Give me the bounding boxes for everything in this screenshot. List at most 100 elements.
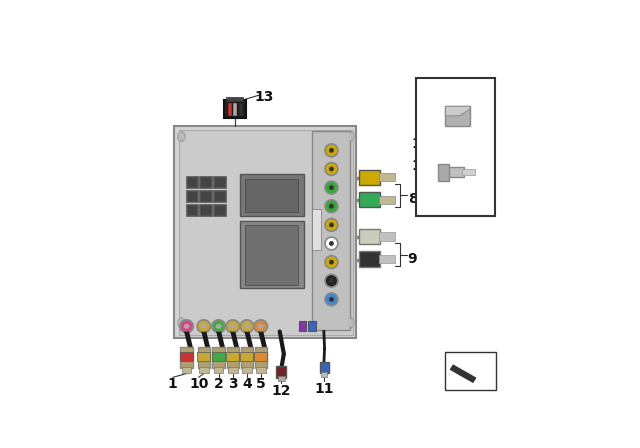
Bar	[242, 366, 252, 373]
Bar	[278, 376, 285, 382]
Bar	[416, 78, 495, 216]
Polygon shape	[451, 365, 476, 382]
Bar	[379, 233, 395, 241]
Ellipse shape	[330, 186, 333, 190]
Ellipse shape	[184, 324, 189, 328]
Bar	[214, 204, 225, 216]
Bar	[179, 129, 353, 335]
Bar	[212, 352, 225, 361]
Bar	[320, 362, 329, 373]
Ellipse shape	[180, 320, 193, 333]
Text: 2: 2	[214, 377, 223, 392]
Bar	[228, 103, 232, 116]
Ellipse shape	[197, 320, 211, 333]
Bar	[212, 347, 225, 368]
Ellipse shape	[326, 146, 336, 155]
Bar	[239, 103, 243, 116]
Ellipse shape	[325, 200, 338, 213]
Ellipse shape	[325, 144, 338, 157]
Ellipse shape	[326, 183, 336, 193]
Ellipse shape	[326, 202, 336, 211]
Text: 8: 8	[416, 94, 426, 108]
Bar	[187, 191, 198, 202]
Ellipse shape	[330, 297, 333, 301]
Ellipse shape	[325, 293, 338, 306]
Text: 467236: 467236	[450, 379, 492, 388]
Bar	[227, 347, 239, 368]
Ellipse shape	[255, 322, 266, 331]
Bar	[379, 255, 395, 263]
Text: 1: 1	[168, 377, 178, 392]
Ellipse shape	[231, 324, 235, 328]
Ellipse shape	[330, 204, 333, 208]
Text: 13: 13	[255, 90, 274, 104]
Text: 3: 3	[228, 377, 237, 392]
Ellipse shape	[177, 131, 185, 142]
Ellipse shape	[330, 260, 333, 264]
Text: 10: 10	[189, 377, 209, 392]
Ellipse shape	[179, 320, 184, 326]
Bar	[299, 321, 307, 332]
Bar	[234, 103, 237, 116]
Bar	[255, 347, 267, 368]
Ellipse shape	[177, 318, 185, 328]
Text: 9: 9	[408, 252, 417, 266]
Text: 5: 5	[256, 377, 266, 392]
Text: 8: 8	[408, 193, 417, 207]
Text: 6: 6	[484, 165, 494, 179]
Ellipse shape	[326, 164, 336, 174]
Bar	[359, 229, 380, 244]
Bar	[244, 224, 298, 285]
Ellipse shape	[347, 131, 354, 142]
Ellipse shape	[326, 239, 336, 248]
Text: 7: 7	[484, 95, 494, 108]
Ellipse shape	[330, 149, 333, 152]
Ellipse shape	[179, 134, 184, 140]
Bar	[276, 366, 286, 378]
Ellipse shape	[325, 181, 338, 194]
Bar	[379, 195, 395, 204]
Bar	[438, 164, 449, 181]
Bar	[240, 174, 304, 216]
Ellipse shape	[330, 279, 333, 283]
Ellipse shape	[214, 322, 224, 331]
Ellipse shape	[259, 324, 263, 328]
Ellipse shape	[181, 322, 192, 331]
Ellipse shape	[325, 237, 338, 250]
Text: 11: 11	[412, 159, 431, 173]
Bar	[175, 126, 356, 338]
Ellipse shape	[228, 322, 238, 331]
Bar	[359, 170, 380, 185]
Bar	[359, 192, 380, 207]
Ellipse shape	[226, 320, 240, 333]
Ellipse shape	[330, 242, 333, 245]
Bar	[200, 204, 212, 216]
Text: 4: 4	[242, 377, 252, 392]
Bar	[462, 169, 475, 175]
Ellipse shape	[330, 167, 333, 171]
Bar	[182, 366, 191, 373]
Ellipse shape	[325, 274, 338, 287]
Bar	[200, 191, 212, 202]
Bar	[214, 191, 225, 202]
Bar	[226, 97, 243, 101]
Ellipse shape	[245, 324, 249, 328]
Ellipse shape	[240, 320, 254, 333]
Ellipse shape	[348, 320, 353, 326]
Text: 12: 12	[272, 383, 291, 397]
Bar	[445, 106, 470, 126]
Ellipse shape	[326, 220, 336, 230]
Text: 11: 11	[314, 382, 333, 396]
Bar	[187, 177, 198, 188]
Bar	[214, 366, 223, 373]
Ellipse shape	[325, 218, 338, 232]
Bar	[226, 352, 239, 361]
Ellipse shape	[216, 324, 221, 328]
Bar	[379, 173, 395, 181]
Text: 10: 10	[412, 137, 431, 151]
Bar	[321, 372, 326, 377]
Bar	[244, 179, 298, 212]
Bar	[198, 347, 210, 368]
Bar	[240, 221, 304, 289]
Bar	[241, 352, 253, 361]
